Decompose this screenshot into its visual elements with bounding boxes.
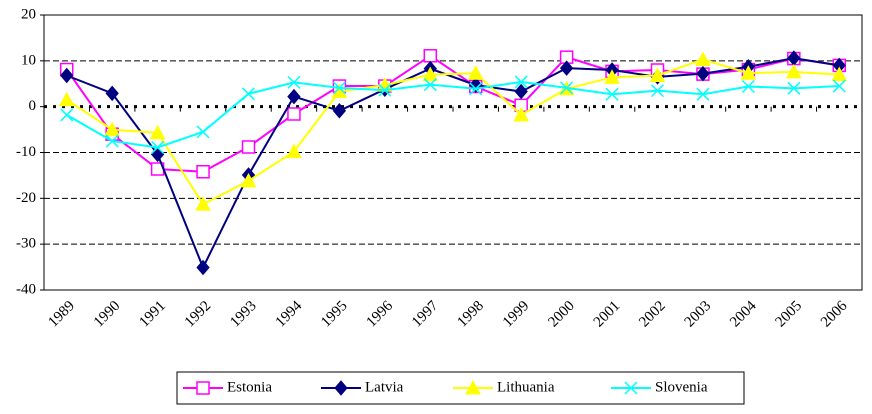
x-tick-label: 1995 bbox=[318, 298, 351, 331]
marker bbox=[334, 380, 348, 396]
x-tick-label: 1992 bbox=[182, 298, 215, 331]
marker bbox=[423, 49, 438, 63]
x-tick-label: 2006 bbox=[818, 298, 851, 331]
marker bbox=[604, 69, 620, 84]
marker bbox=[196, 125, 210, 139]
marker bbox=[151, 140, 165, 154]
legend-label: Latvia bbox=[365, 379, 404, 395]
marker bbox=[696, 65, 710, 82]
marker bbox=[741, 79, 755, 94]
marker bbox=[149, 124, 166, 140]
marker bbox=[785, 63, 802, 79]
marker bbox=[105, 134, 119, 148]
marker bbox=[832, 79, 846, 93]
y-tick-label: -10 bbox=[16, 144, 36, 160]
marker bbox=[240, 172, 257, 188]
marker bbox=[831, 66, 848, 82]
x-tick-label: 1989 bbox=[45, 298, 78, 331]
marker bbox=[332, 81, 346, 95]
marker bbox=[465, 379, 481, 395]
marker bbox=[513, 106, 530, 122]
marker bbox=[332, 103, 347, 119]
x-tick-label: 1996 bbox=[364, 298, 397, 331]
marker bbox=[378, 83, 392, 97]
marker bbox=[287, 107, 301, 121]
marker bbox=[60, 108, 74, 122]
marker bbox=[650, 84, 665, 98]
marker bbox=[467, 65, 484, 80]
marker bbox=[560, 81, 574, 95]
y-tick-label: 10 bbox=[21, 52, 36, 68]
y-tick-label: -30 bbox=[16, 236, 36, 252]
marker bbox=[196, 381, 210, 395]
marker bbox=[196, 165, 210, 179]
marker bbox=[422, 66, 439, 82]
marker bbox=[423, 78, 437, 92]
series-line bbox=[66, 58, 840, 206]
marker bbox=[740, 65, 757, 80]
x-tick-label: 1993 bbox=[227, 298, 260, 331]
marker bbox=[649, 67, 666, 82]
x-tick-label: 2004 bbox=[727, 298, 760, 331]
y-tick-label: 20 bbox=[21, 6, 36, 22]
y-tick-label: 0 bbox=[29, 98, 37, 114]
y-tick-label: -20 bbox=[16, 190, 36, 206]
x-tick-label: 1998 bbox=[454, 298, 487, 331]
series-line bbox=[66, 80, 840, 149]
marker bbox=[287, 88, 301, 105]
marker bbox=[787, 81, 801, 95]
x-tick-label: 1990 bbox=[91, 298, 124, 331]
marker bbox=[195, 196, 211, 211]
x-tick-label: 2000 bbox=[545, 298, 578, 331]
y-tick-label: -40 bbox=[16, 281, 36, 297]
marker bbox=[514, 75, 528, 89]
x-tick-label: 2003 bbox=[682, 298, 715, 331]
marker bbox=[605, 87, 619, 101]
x-tick-label: 2001 bbox=[591, 298, 624, 331]
marker bbox=[695, 51, 711, 66]
legend-label: Estonia bbox=[227, 379, 272, 395]
x-tick-label: 1994 bbox=[273, 298, 306, 331]
x-tick-label: 2002 bbox=[636, 298, 669, 331]
x-tick-label: 1991 bbox=[136, 298, 169, 331]
legend-label: Lithuania bbox=[497, 379, 555, 395]
marker bbox=[286, 143, 302, 159]
marker bbox=[105, 85, 119, 102]
x-tick-label: 1999 bbox=[500, 298, 533, 331]
marker bbox=[58, 91, 75, 107]
series-line bbox=[66, 57, 840, 270]
marker bbox=[469, 82, 483, 96]
marker bbox=[104, 121, 121, 137]
marker bbox=[241, 87, 256, 101]
marker bbox=[696, 87, 710, 101]
marker bbox=[60, 67, 74, 84]
marker bbox=[287, 75, 301, 89]
marker bbox=[514, 83, 528, 100]
marker bbox=[559, 60, 574, 76]
legend-label: Slovenia bbox=[655, 379, 708, 395]
marker bbox=[624, 381, 638, 395]
x-tick-label: 2005 bbox=[773, 298, 806, 331]
marker bbox=[196, 259, 210, 276]
x-tick-label: 1997 bbox=[409, 298, 442, 331]
marker bbox=[241, 140, 256, 154]
